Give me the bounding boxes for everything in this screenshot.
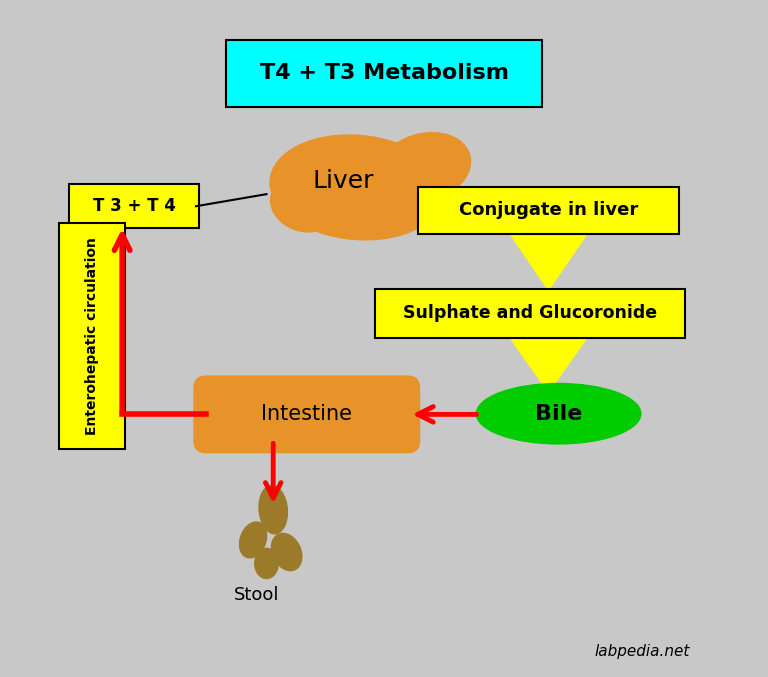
Ellipse shape	[270, 177, 336, 232]
Text: Intestine: Intestine	[261, 404, 353, 424]
Text: Bile: Bile	[535, 403, 582, 424]
Ellipse shape	[378, 133, 471, 202]
Ellipse shape	[255, 548, 278, 579]
FancyBboxPatch shape	[227, 40, 541, 107]
Ellipse shape	[476, 383, 641, 444]
Ellipse shape	[271, 533, 302, 571]
Polygon shape	[508, 231, 589, 290]
Text: Sulphate and Glucoronide: Sulphate and Glucoronide	[403, 305, 657, 322]
Ellipse shape	[270, 135, 444, 240]
Text: T 3 + T 4: T 3 + T 4	[93, 197, 176, 215]
Text: Conjugate in liver: Conjugate in liver	[458, 201, 638, 219]
Text: Enterohepatic circulation: Enterohepatic circulation	[85, 237, 99, 435]
Text: labpedia.net: labpedia.net	[594, 645, 690, 659]
FancyBboxPatch shape	[375, 289, 686, 338]
FancyBboxPatch shape	[69, 184, 199, 228]
FancyBboxPatch shape	[194, 376, 419, 453]
FancyBboxPatch shape	[419, 187, 679, 234]
Polygon shape	[508, 335, 589, 392]
Ellipse shape	[259, 485, 287, 534]
Text: T4 + T3 Metabolism: T4 + T3 Metabolism	[260, 63, 508, 83]
Text: Stool: Stool	[233, 586, 280, 604]
Text: Liver: Liver	[313, 169, 375, 193]
Ellipse shape	[240, 522, 266, 558]
FancyBboxPatch shape	[59, 223, 125, 449]
